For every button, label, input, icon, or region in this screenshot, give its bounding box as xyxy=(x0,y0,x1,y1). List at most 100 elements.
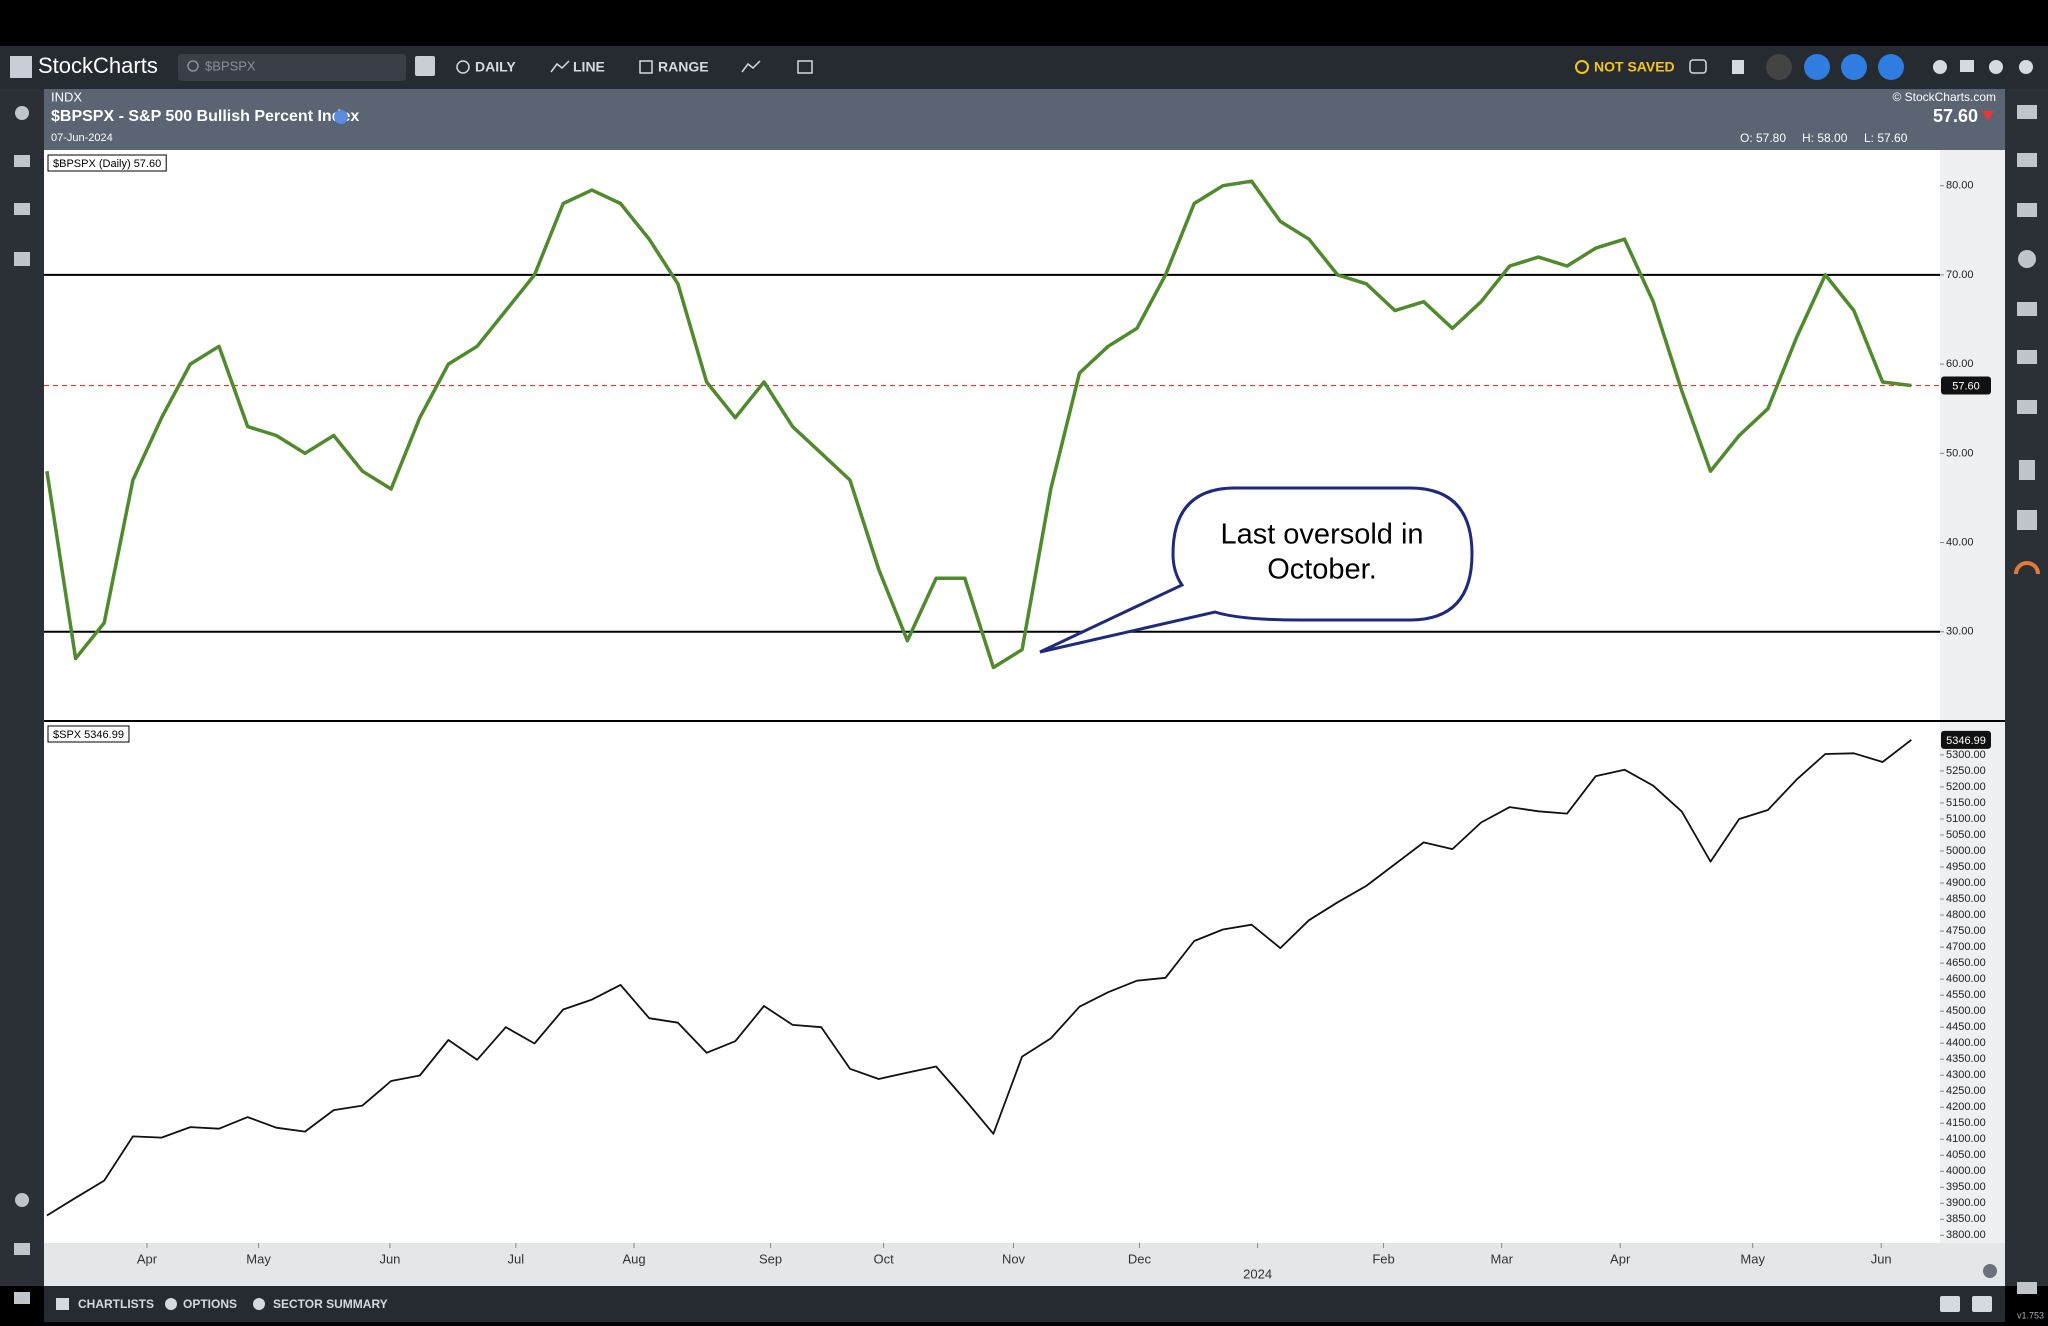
tool-button[interactable] xyxy=(1766,54,1792,80)
last-value-label: 57.60 xyxy=(1952,380,1980,392)
left-icons xyxy=(14,106,30,1304)
line-series xyxy=(45,179,1912,670)
footer-tab[interactable]: OPTIONS xyxy=(183,1297,237,1311)
account-icon[interactable] xyxy=(1933,60,1947,74)
add-button[interactable] xyxy=(415,56,435,76)
side-icon[interactable] xyxy=(2017,510,2037,530)
expand-button[interactable] xyxy=(1972,1296,1992,1312)
y-tick-label: 5300.00 xyxy=(1946,749,1986,761)
share-icon[interactable] xyxy=(14,1243,30,1255)
y-tick-label: 3800.00 xyxy=(1946,1229,1986,1241)
logo: StockCharts xyxy=(38,53,158,78)
help-icon[interactable] xyxy=(1989,60,2003,74)
search-text[interactable]: $BPSPX xyxy=(205,58,256,73)
crosshair-button[interactable] xyxy=(1804,54,1830,80)
symbol-title: $BPSPX - S&P 500 Bullish Percent Index xyxy=(51,108,359,125)
logo-icon xyxy=(10,56,32,78)
collapse-button[interactable] xyxy=(1940,1296,1960,1312)
y-tick-label: 3850.00 xyxy=(1946,1213,1986,1225)
y-tick-label: 5250.00 xyxy=(1946,765,1986,777)
side-icon[interactable] xyxy=(2019,460,2035,480)
legend-label: $SPX 5346.99 xyxy=(53,729,124,741)
right-sidebar xyxy=(2005,89,2048,1286)
y-tick-label: 4200.00 xyxy=(1946,1101,1986,1113)
y-tick-label: 5200.00 xyxy=(1946,781,1986,793)
y-tick-label: 5050.00 xyxy=(1946,829,1986,841)
side-icon[interactable] xyxy=(2017,105,2037,119)
last-value-label: 5346.99 xyxy=(1946,735,1986,747)
comment-icon[interactable] xyxy=(1689,59,1707,74)
date-axis xyxy=(44,1243,2005,1286)
footer xyxy=(44,1286,2005,1322)
range-button[interactable]: RANGE xyxy=(658,59,709,75)
y-tick-label: 4650.00 xyxy=(1946,957,1986,969)
search-icon xyxy=(187,60,199,72)
x-tick-label: Sep xyxy=(759,1251,782,1266)
gear-icon[interactable] xyxy=(15,106,29,120)
x-tick-label: Nov xyxy=(1002,1251,1026,1266)
side-icon[interactable] xyxy=(2017,302,2037,316)
side-icon[interactable] xyxy=(2018,250,2036,268)
low-price: L: 57.60 xyxy=(1864,131,1908,145)
x-tick-label: May xyxy=(1740,1251,1765,1266)
x-tick-label: Apr xyxy=(1610,1251,1631,1266)
type-button[interactable]: LINE xyxy=(573,59,605,75)
x-tick-label: Oct xyxy=(873,1251,894,1266)
version: v1.753 xyxy=(2017,1310,2044,1320)
plots: 30.00 40.00 50.00 60.00 70.00 80.00 57.60 $BPSP… xyxy=(44,154,1991,1281)
last-value-box xyxy=(1941,376,1991,395)
y-tick-label: 4400.00 xyxy=(1946,1037,1986,1049)
camera-icon[interactable] xyxy=(14,1292,30,1304)
y-tick-label: 5150.00 xyxy=(1946,797,1986,809)
price-axis xyxy=(1940,150,2005,1243)
grid-icon[interactable] xyxy=(14,252,30,266)
y-tick-label: 60.00 xyxy=(1946,358,1974,370)
cursor-button[interactable] xyxy=(1841,54,1867,80)
y-tick-label: 4350.00 xyxy=(1946,1053,1986,1065)
side-icon[interactable] xyxy=(2017,350,2037,364)
indicator-icon[interactable] xyxy=(741,60,761,73)
y-tick-label: 70.00 xyxy=(1946,269,1974,281)
settings-icon[interactable] xyxy=(2019,60,2033,74)
callout-text: Last oversold in xyxy=(1220,519,1423,551)
chart-header xyxy=(44,89,2005,150)
side-icon[interactable] xyxy=(2017,400,2037,414)
delete-icon[interactable] xyxy=(1732,60,1744,74)
menu-icon[interactable] xyxy=(1960,60,1974,72)
line-icon xyxy=(550,60,570,73)
side-icon[interactable] xyxy=(2017,203,2037,217)
footer-tab[interactable]: SECTOR SUMMARY xyxy=(273,1297,388,1311)
y-tick-label: 4800.00 xyxy=(1946,909,1986,921)
y-tick-label: 4100.00 xyxy=(1946,1133,1986,1145)
add-symbol[interactable] xyxy=(334,110,348,124)
draw-icon[interactable] xyxy=(14,203,30,215)
chartlists-icon xyxy=(56,1298,69,1310)
callout-bubble xyxy=(1039,486,1474,654)
chart-icon[interactable] xyxy=(14,155,30,167)
search-box[interactable] xyxy=(178,54,406,81)
side-icon[interactable] xyxy=(2017,153,2037,167)
sector-icon xyxy=(253,1298,265,1310)
x-tick-label: Jun xyxy=(379,1251,400,1266)
y-tick-label: 4250.00 xyxy=(1946,1085,1986,1097)
period-button[interactable]: DAILY xyxy=(475,59,516,75)
y-tick-label: 4600.00 xyxy=(1946,973,1986,985)
side-icon[interactable] xyxy=(2017,1282,2037,1294)
y-tick-label: 4150.00 xyxy=(1946,1117,1986,1129)
x-tick-label: Apr xyxy=(137,1251,158,1266)
footer-tab[interactable]: CHARTLISTS xyxy=(78,1297,154,1311)
x-tick-label: 2024 xyxy=(1243,1266,1272,1281)
y-tick-label: 3950.00 xyxy=(1946,1181,1986,1193)
options-icon xyxy=(165,1298,177,1310)
callout-text: October. xyxy=(1267,554,1377,586)
bell-icon[interactable] xyxy=(15,1193,29,1207)
axis-settings[interactable] xyxy=(1983,1264,1997,1278)
side-icon[interactable] xyxy=(2014,561,2040,575)
layout-icon[interactable] xyxy=(797,60,813,74)
y-tick-label: 4300.00 xyxy=(1946,1069,1986,1081)
save-status[interactable]: NOT SAVED xyxy=(1594,59,1675,75)
y-tick-label: 3900.00 xyxy=(1946,1197,1986,1209)
zoom-button[interactable] xyxy=(1878,54,1904,80)
y-tick-label: 40.00 xyxy=(1946,536,1974,548)
line-series xyxy=(46,739,1912,1217)
